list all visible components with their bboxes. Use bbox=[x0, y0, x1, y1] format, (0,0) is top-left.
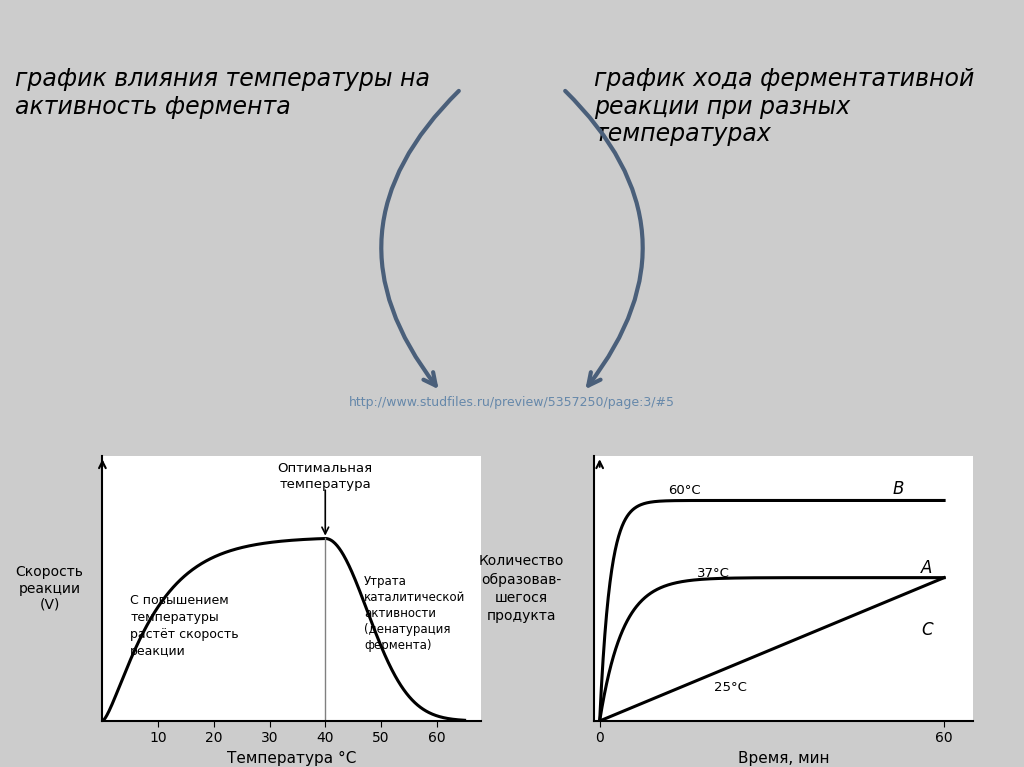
X-axis label: Температура °С: Температура °С bbox=[227, 751, 356, 766]
Text: Утрата
каталитической
активности
(денатурация
фермента): Утрата каталитической активности (денату… bbox=[365, 575, 466, 652]
X-axis label: Время, мин: Время, мин bbox=[737, 751, 829, 766]
Text: http://www.studfiles.ru/preview/5357250/page:3/#5: http://www.studfiles.ru/preview/5357250/… bbox=[349, 397, 675, 410]
Text: B: B bbox=[893, 480, 904, 498]
Text: график влияния температуры на
активность фермента: график влияния температуры на активность… bbox=[15, 67, 430, 119]
Text: Оптимальная
температура: Оптимальная температура bbox=[278, 462, 373, 491]
Text: C: C bbox=[921, 621, 933, 639]
Y-axis label: Количество
образовав-
шегося
продукта: Количество образовав- шегося продукта bbox=[479, 554, 564, 624]
Text: 37°C: 37°C bbox=[697, 567, 730, 580]
Text: график хода ферментативной
реакции при разных
температурах: график хода ферментативной реакции при р… bbox=[594, 67, 974, 146]
Text: 60°C: 60°C bbox=[669, 484, 701, 497]
Y-axis label: Скорость
реакции
(V): Скорость реакции (V) bbox=[15, 565, 84, 612]
Text: 25°C: 25°C bbox=[715, 681, 748, 694]
Text: С повышением
температуры
растёт скорость
реакции: С повышением температуры растёт скорость… bbox=[130, 594, 239, 658]
Text: A: A bbox=[922, 559, 933, 578]
